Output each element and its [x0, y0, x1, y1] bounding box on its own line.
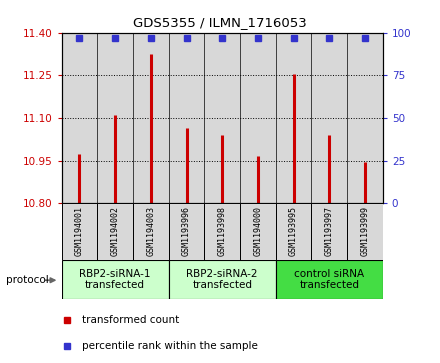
Bar: [169, 260, 276, 299]
Bar: [276, 260, 383, 299]
Text: percentile rank within the sample: percentile rank within the sample: [82, 341, 258, 351]
Text: protocol: protocol: [6, 275, 48, 285]
Text: GSM1193996: GSM1193996: [182, 207, 191, 256]
Bar: [62, 260, 169, 299]
Text: GSM1194001: GSM1194001: [75, 207, 84, 256]
Text: GSM1193995: GSM1193995: [289, 207, 298, 256]
Bar: [347, 203, 383, 260]
Text: GSM1194000: GSM1194000: [253, 207, 262, 256]
Text: GSM1193999: GSM1193999: [360, 207, 370, 256]
Text: GSM1193998: GSM1193998: [218, 207, 227, 256]
Bar: [97, 203, 133, 260]
Bar: [169, 203, 204, 260]
Bar: [204, 203, 240, 260]
Text: RBP2-siRNA-2
transfected: RBP2-siRNA-2 transfected: [187, 269, 258, 290]
Bar: [240, 203, 276, 260]
Bar: [276, 203, 312, 260]
Text: control siRNA
transfected: control siRNA transfected: [294, 269, 364, 290]
Text: RBP2-siRNA-1
transfected: RBP2-siRNA-1 transfected: [79, 269, 151, 290]
Text: GDS5355 / ILMN_1716053: GDS5355 / ILMN_1716053: [133, 16, 307, 29]
Bar: [133, 203, 169, 260]
Bar: [312, 203, 347, 260]
Text: transformed count: transformed count: [82, 315, 179, 325]
Text: GSM1194003: GSM1194003: [147, 207, 155, 256]
Bar: [62, 203, 97, 260]
Text: GSM1193997: GSM1193997: [325, 207, 334, 256]
Text: GSM1194002: GSM1194002: [110, 207, 120, 256]
